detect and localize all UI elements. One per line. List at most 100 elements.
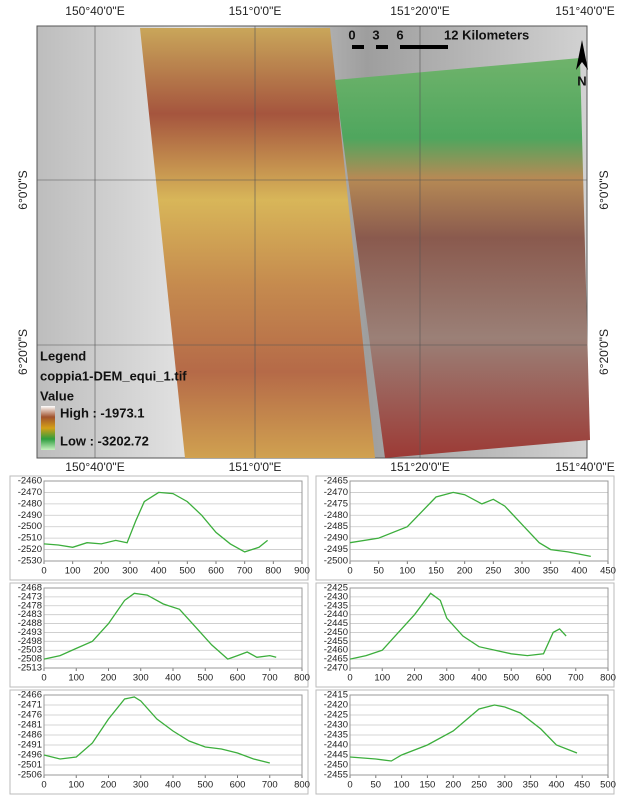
y-tick-label: -2495	[324, 544, 348, 555]
x-tick-label: 300	[133, 673, 149, 684]
lon-label: 151°40'0"E	[555, 460, 614, 474]
lat-label: 6°20'0"S	[16, 329, 30, 375]
x-tick-label: 800	[600, 673, 616, 684]
y-tick-label: -2465	[324, 476, 348, 487]
y-tick-label: -2470	[324, 663, 348, 674]
lon-label: 151°20'0"E	[390, 460, 449, 474]
x-tick-label: 700	[237, 566, 253, 577]
x-tick-label: 200	[407, 673, 423, 684]
x-tick-label: 200	[457, 566, 473, 577]
x-tick-label: 400	[165, 673, 181, 684]
scale-segment	[376, 45, 388, 49]
x-tick-label: 350	[543, 566, 559, 577]
y-tick-label: -2470	[324, 487, 348, 498]
y-tick-label: -2480	[324, 510, 348, 521]
north-label: N	[577, 73, 586, 88]
y-tick-label: -2530	[18, 556, 42, 567]
y-tick-label: -2470	[18, 487, 42, 498]
x-tick-label: 0	[41, 673, 46, 684]
x-tick-label: 0	[347, 566, 352, 577]
scale-label: 12 Kilometers	[444, 27, 529, 42]
x-tick-label: 400	[548, 780, 564, 791]
x-tick-label: 600	[208, 566, 224, 577]
x-tick-label: 150	[419, 780, 435, 791]
y-tick-label: -2490	[324, 533, 348, 544]
x-tick-label: 800	[294, 780, 310, 791]
x-tick-label: 400	[571, 566, 587, 577]
x-tick-label: 900	[294, 566, 310, 577]
profiles: -2460-2470-2480-2490-2500-2510-2520-2530…	[10, 476, 616, 794]
x-tick-label: 600	[230, 673, 246, 684]
x-tick-label: 400	[471, 673, 487, 684]
x-tick-label: 100	[68, 673, 84, 684]
x-tick-label: 50	[371, 780, 382, 791]
x-tick-label: 200	[101, 780, 117, 791]
y-tick-label: -2500	[324, 556, 348, 567]
x-tick-label: 600	[536, 673, 552, 684]
scale-label: 0	[348, 27, 355, 42]
x-tick-label: 100	[394, 780, 410, 791]
x-tick-label: 100	[374, 673, 390, 684]
scale-segment	[352, 45, 364, 49]
legend-field: Value	[40, 388, 74, 403]
y-tick-label: -2506	[18, 770, 42, 781]
legend-file: coppia1-DEM_equi_1.tif	[40, 368, 187, 383]
x-tick-label: 200	[93, 566, 109, 577]
y-tick-label: -2485	[324, 521, 348, 532]
lon-label: 151°0'0"E	[229, 4, 282, 18]
panel	[10, 583, 308, 687]
panel	[10, 476, 308, 580]
legend-low: Low : -3202.72	[60, 433, 149, 448]
y-tick-label: -2520	[18, 544, 42, 555]
x-tick-label: 300	[497, 780, 513, 791]
x-tick-label: 500	[503, 673, 519, 684]
lon-label: 150°40'0"E	[65, 460, 124, 474]
y-tick-label: -2510	[18, 533, 42, 544]
y-tick-label: -2513	[18, 663, 42, 674]
x-tick-label: 300	[439, 673, 455, 684]
x-tick-label: 100	[65, 566, 81, 577]
x-tick-label: 250	[485, 566, 501, 577]
figure: 0 3 6 12 Kilometers N Legend coppia1-DEM…	[0, 0, 624, 799]
panel	[316, 476, 614, 580]
legend-title: Legend	[40, 348, 86, 363]
x-tick-label: 350	[523, 780, 539, 791]
scale-label: 3	[372, 27, 379, 42]
legend-ramp	[41, 406, 55, 450]
x-tick-label: 200	[445, 780, 461, 791]
lon-label: 150°40'0"E	[65, 4, 124, 18]
x-tick-label: 500	[197, 780, 213, 791]
x-tick-label: 100	[68, 780, 84, 791]
x-tick-label: 300	[122, 566, 138, 577]
x-tick-label: 450	[600, 566, 616, 577]
x-tick-label: 300	[514, 566, 530, 577]
x-tick-label: 450	[574, 780, 590, 791]
scale-label: 6	[396, 27, 403, 42]
lon-label: 151°20'0"E	[390, 4, 449, 18]
x-tick-label: 400	[151, 566, 167, 577]
y-tick-label: -2475	[324, 498, 348, 509]
scale-segment	[400, 45, 448, 49]
x-tick-label: 100	[399, 566, 415, 577]
x-tick-label: 250	[471, 780, 487, 791]
y-tick-label: -2460	[18, 476, 42, 487]
x-tick-label: 200	[101, 673, 117, 684]
x-tick-label: 400	[165, 780, 181, 791]
x-tick-label: 700	[568, 673, 584, 684]
panel	[316, 583, 614, 687]
x-tick-label: 0	[41, 780, 46, 791]
x-tick-label: 800	[265, 566, 281, 577]
x-tick-label: 300	[133, 780, 149, 791]
panel	[316, 690, 614, 794]
x-tick-label: 150	[428, 566, 444, 577]
map: 0 3 6 12 Kilometers N Legend coppia1-DEM…	[16, 4, 615, 474]
x-tick-label: 0	[41, 566, 46, 577]
x-tick-label: 600	[230, 780, 246, 791]
y-tick-label: -2490	[18, 510, 42, 521]
x-tick-label: 0	[347, 780, 352, 791]
panel	[10, 690, 308, 794]
y-tick-label: -2500	[18, 521, 42, 532]
legend-high: High : -1973.1	[60, 405, 145, 420]
lat-label: 6°0'0"S	[16, 170, 30, 209]
x-tick-label: 700	[262, 673, 278, 684]
